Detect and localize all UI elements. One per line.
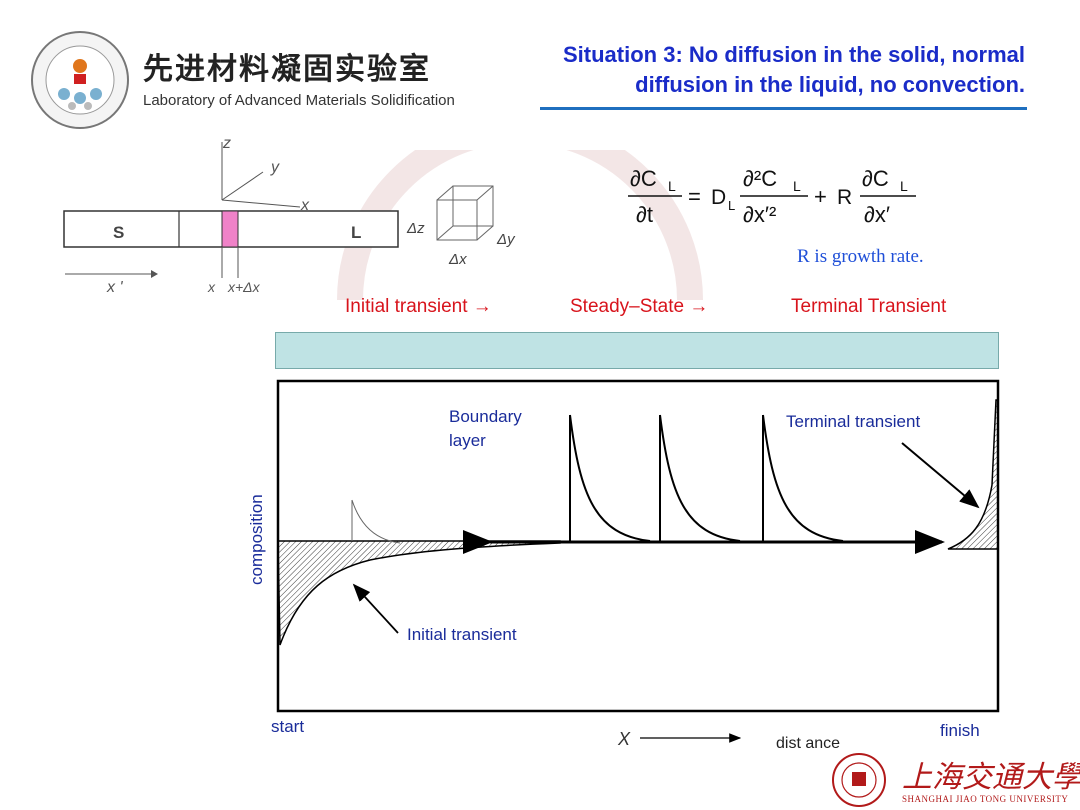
lab-logo (31, 31, 129, 129)
eq-sub-1: L (668, 178, 676, 194)
x-axis (221, 199, 301, 208)
eq-term2-den: ∂x′ (864, 202, 890, 227)
volume-element (221, 210, 239, 248)
pos-x-label: x (207, 279, 216, 295)
university-name-en: SHANGHAI JIAO TONG UNIVERSITY (902, 794, 1069, 804)
eq-coef-d: D (711, 186, 726, 209)
axis-y-label: y (270, 159, 280, 176)
boundary-layer-label-2: layer (449, 431, 486, 450)
y-axis-label: composition (247, 494, 266, 585)
terminal-transient-label: Terminal transient (786, 412, 920, 431)
cube-dy-label: Δy (496, 231, 516, 248)
stage-steady-label: Steady–State → (570, 296, 709, 317)
y-axis (221, 171, 264, 201)
finish-label: finish (940, 721, 980, 740)
pos-x-dx-label: x+Δx (227, 279, 261, 295)
liquid-label: L (351, 223, 361, 242)
volume-cube (436, 185, 494, 241)
title-underline (540, 107, 1027, 110)
university-seal (832, 753, 886, 807)
x-axis-symbol: X (617, 729, 631, 749)
slide-title-line2: diffusion in the liquid, no convection. (635, 72, 1025, 97)
composition-plot: composition Boundary layer Terminal tran… (247, 379, 1000, 752)
solid-label: S (113, 223, 124, 242)
eq-lhs-den: ∂t (636, 202, 653, 227)
slide-title-line1: Situation 3: No diffusion in the solid, … (563, 42, 1025, 67)
initial-transient-label: Initial transient (407, 625, 517, 644)
eq-lhs-num: ∂C (630, 166, 657, 191)
eq-sub-3: L (793, 178, 801, 194)
axis-z-label: z (222, 135, 231, 152)
cube-dz-label: Δz (406, 220, 425, 237)
eq-sub-4: L (900, 178, 908, 194)
initial-spike (351, 499, 401, 544)
distance-label: dist ance (776, 735, 840, 752)
axis-x-label: x (300, 197, 310, 214)
bar-diagram: z y x S L x ' x x+Δx Δz Δy Δx (63, 135, 516, 296)
eq-term1-num: ∂²C (743, 166, 777, 191)
eq-sub-2: L (728, 198, 735, 213)
initial-transient-pointer (352, 583, 399, 634)
growth-rate-note: R is growth rate. (797, 246, 924, 267)
moving-axis-label: x ' (106, 279, 123, 296)
eq-equals: = (688, 184, 701, 209)
eq-term2-num: ∂C (862, 166, 889, 191)
eq-term1-den: ∂x′² (743, 202, 776, 227)
cube-dx-label: Δx (448, 251, 467, 268)
eq-plus: + (814, 184, 827, 209)
stage-terminal-label: Terminal Transient (791, 296, 947, 317)
terminal-transient-region (947, 399, 999, 550)
start-label: start (271, 717, 304, 736)
boundary-layer-label-1: Boundary (449, 407, 522, 426)
university-name-cn: 上海交通大學 (902, 760, 1080, 795)
terminal-transient-pointer (901, 442, 980, 509)
stage-initial-label: Initial transient → (345, 296, 492, 317)
eq-coef-r: R (837, 186, 852, 209)
diffusion-equation: ∂C L ∂t = D L ∂²C L ∂x′² + R ∂C L ∂x′ (628, 166, 916, 227)
lab-name-en: Laboratory of Advanced Materials Solidif… (143, 92, 455, 109)
solidification-band (275, 332, 999, 369)
lab-name-cn: 先进材料凝固实验室 (143, 52, 431, 87)
